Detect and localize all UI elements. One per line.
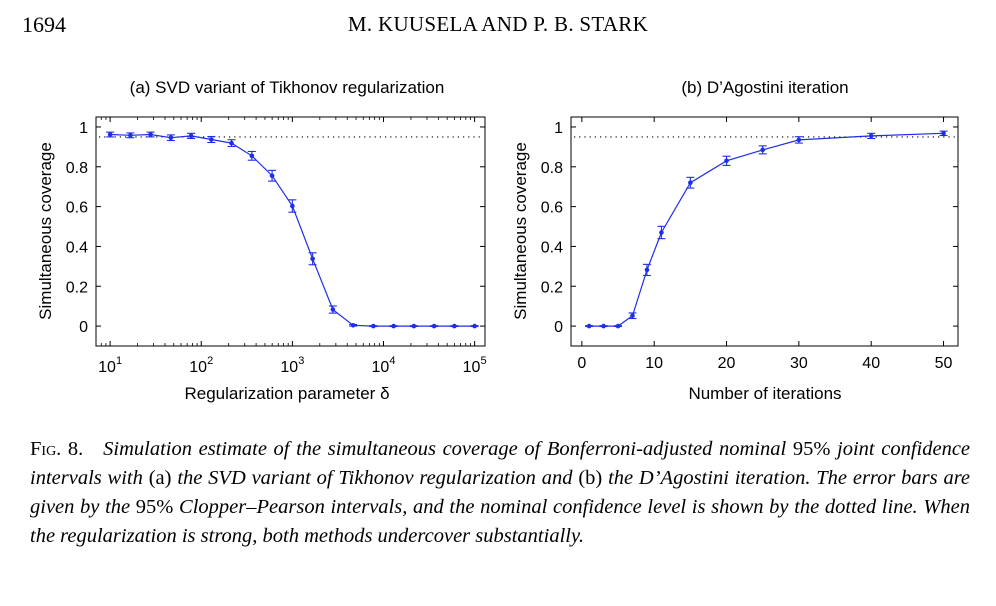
x-tick-label: 0: [577, 355, 586, 372]
x-tick-label: 30: [790, 355, 808, 372]
panel-a-title: (a) SVD variant of Tikhonov regularizati…: [130, 78, 445, 97]
data-point: [796, 137, 802, 143]
data-point: [350, 322, 356, 328]
panel-b-xlabel: Number of iterations: [688, 384, 841, 403]
y-tick-label: 0.6: [66, 200, 88, 217]
axes-box: [95, 116, 486, 347]
series-line: [110, 133, 475, 327]
data-point: [168, 135, 174, 141]
caption-text-1: Simulation estimate of the simultaneous …: [103, 438, 787, 460]
data-point: [644, 267, 650, 273]
caption-text-5: Clopper–Pearson intervals, and the nomin…: [30, 496, 971, 547]
data-point: [148, 132, 153, 137]
data-point: [290, 203, 295, 209]
panel-b-plot: (b) D’Agostini iteration Number of itera…: [511, 78, 959, 403]
data-point: [188, 133, 194, 139]
data-point: [107, 132, 113, 137]
x-tick-label: 40: [862, 355, 880, 372]
data-point: [391, 323, 396, 329]
caption-text-4: the D’Agostini iteration. The error bars…: [30, 467, 971, 518]
figure-caption: Fig. 8. Simulation estimate of the simul…: [30, 435, 970, 551]
caption-percent-2: 95%: [135, 496, 174, 518]
caption-percent-1: 95%: [792, 438, 831, 460]
y-tick-label: 1: [79, 120, 88, 137]
data-point: [229, 140, 234, 146]
data-point: [452, 323, 457, 329]
y-tick-label: 0: [79, 319, 88, 336]
x-tick-label: 50: [935, 355, 953, 372]
data-point: [431, 323, 437, 329]
data-point: [209, 137, 214, 142]
panel-b-ylabel: Simultaneous coverage: [511, 142, 530, 320]
data-point: [630, 313, 635, 319]
figure: (a) SVD variant of Tikhonov regularizati…: [36, 78, 959, 403]
data-point: [269, 173, 275, 179]
data-point: [472, 323, 477, 329]
page-number: 1694: [22, 12, 66, 37]
x-tick-label: 101: [98, 355, 122, 376]
data-point: [615, 323, 621, 329]
caption-ref-b: (b): [578, 467, 603, 489]
data-point: [868, 133, 874, 139]
y-tick-label: 0.4: [541, 239, 563, 256]
x-tick-label: 103: [280, 355, 304, 376]
data-point: [310, 256, 315, 262]
y-tick-label: 0.8: [66, 160, 88, 177]
data-point: [724, 158, 729, 164]
data-point: [586, 323, 592, 329]
data-point: [249, 153, 255, 159]
data-point: [760, 147, 765, 153]
y-tick-label: 0.2: [66, 279, 88, 296]
y-tick-label: 0.6: [541, 200, 563, 217]
y-tick-label: 1: [554, 120, 563, 137]
axes-box: [570, 116, 959, 347]
data-point: [941, 131, 946, 136]
caption-label: Fig. 8.: [30, 438, 84, 460]
running-head: M. KUUSELA AND P. B. STARK: [347, 12, 649, 36]
caption-text-2: joint confidence intervals with: [30, 438, 971, 489]
data-point: [688, 180, 693, 186]
x-tick-label: 102: [189, 355, 213, 376]
y-tick-label: 0.2: [541, 279, 563, 296]
x-tick-label: 105: [463, 355, 487, 376]
y-tick-label: 0.8: [541, 160, 563, 177]
x-tick-label: 20: [718, 355, 736, 372]
caption-text-3: the SVD variant of Tikhonov regularizati…: [177, 467, 573, 489]
data-point: [330, 307, 336, 312]
x-tick-label: 104: [372, 355, 396, 376]
panel-b-title: (b) D’Agostini iteration: [681, 78, 848, 97]
data-point: [659, 230, 664, 235]
data-point: [601, 323, 606, 329]
x-tick-label: 10: [645, 355, 663, 372]
data-point: [128, 133, 133, 138]
panel-a-plot: (a) SVD variant of Tikhonov regularizati…: [36, 78, 487, 403]
y-tick-label: 0.4: [66, 239, 88, 256]
caption-ref-a: (a): [148, 467, 172, 489]
panel-a-ylabel: Simultaneous coverage: [36, 142, 55, 320]
series-line: [589, 132, 944, 327]
panel-a-xlabel: Regularization parameter δ: [184, 384, 389, 403]
data-point: [371, 323, 376, 329]
y-tick-label: 0: [554, 319, 563, 336]
data-point: [411, 323, 417, 329]
